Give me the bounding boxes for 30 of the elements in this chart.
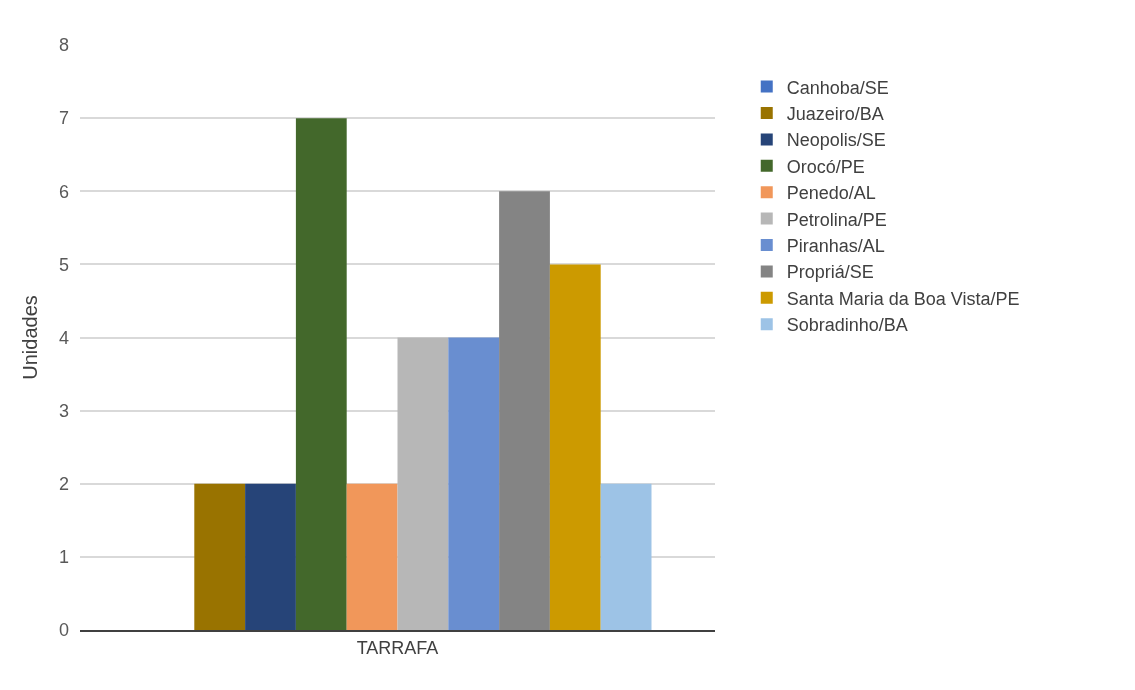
bar <box>295 118 347 630</box>
y-tick-label: 4 <box>58 327 69 348</box>
legend-label: Neopolis/SE <box>786 130 886 151</box>
y-tick-label: 1 <box>58 547 69 568</box>
y-tick-label: 2 <box>58 474 69 495</box>
y-axis-title: Unidades <box>19 295 42 380</box>
bar <box>499 191 550 630</box>
bar <box>549 264 601 630</box>
y-tick-label: 8 <box>58 35 69 56</box>
y-tick-label: 7 <box>58 108 69 129</box>
legend-label: Sobradinho/BA <box>786 315 908 336</box>
y-tick-label: 6 <box>58 181 69 202</box>
y-tick-label: 3 <box>58 400 69 421</box>
legend-label: Piranhas/AL <box>786 236 885 257</box>
bar <box>245 483 296 630</box>
legend-label: Petrolina/PE <box>786 209 887 230</box>
legend-label: Juazeiro/BA <box>786 104 884 125</box>
legend-label: Canhoba/SE <box>786 77 889 98</box>
bar <box>346 483 398 630</box>
legend-label: Propriá/SE <box>786 262 874 283</box>
bar <box>194 483 246 630</box>
x-tick-label: TARRAFA <box>356 637 439 658</box>
y-tick-label: 5 <box>58 254 69 275</box>
bar <box>448 337 500 630</box>
legend-label: Orocó/PE <box>786 156 865 177</box>
bar <box>397 337 449 630</box>
legend-label: Santa Maria da Boa Vista/PE <box>786 288 1020 309</box>
y-tick-label: 0 <box>58 620 69 641</box>
bar <box>600 483 652 630</box>
legend-label: Penedo/AL <box>786 183 876 204</box>
